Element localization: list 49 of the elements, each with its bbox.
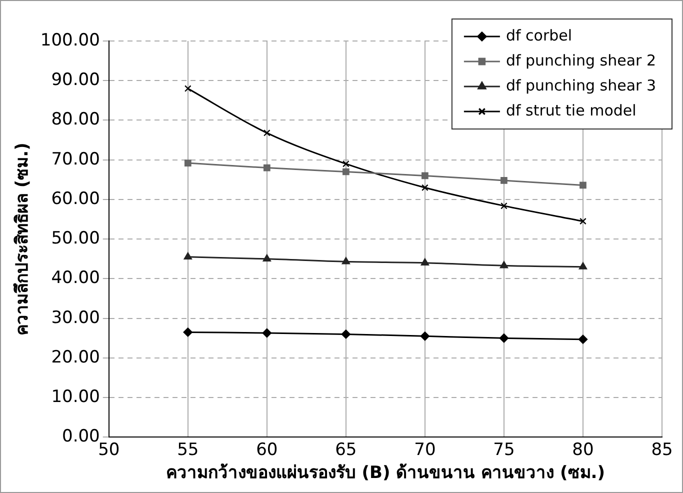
x-tick-label: 50	[98, 440, 120, 460]
point	[422, 184, 428, 192]
x-tick-label: 60	[256, 440, 278, 460]
y-axis-title: ความลึกประสิทธิผล (ซม.)	[12, 142, 33, 336]
y-tick-label: 10.00	[51, 387, 100, 407]
point	[578, 334, 588, 344]
point	[580, 182, 586, 189]
x-tick-label: 70	[414, 440, 436, 460]
point	[580, 218, 586, 225]
point	[184, 160, 192, 166]
x-axis-title: ความกว้างของแผ่นรองรับ (B) ด้านขนาน คานขวาง (ซม.)	[166, 463, 606, 484]
legend-label: df strut tie model	[506, 101, 636, 120]
point	[184, 85, 192, 92]
point	[341, 330, 351, 339]
point	[263, 129, 270, 136]
point	[578, 262, 588, 270]
point	[420, 258, 430, 266]
y-tick-label: 100.00	[40, 30, 100, 50]
y-tick-label: 80.00	[51, 110, 100, 130]
x-tick-label: 55	[177, 440, 199, 460]
y-tick-label: 90.00	[51, 70, 100, 90]
point	[420, 332, 430, 341]
y-tick-label: 70.00	[51, 149, 100, 170]
point	[342, 160, 350, 168]
point	[262, 254, 271, 262]
y-tick-label: 60.00	[51, 188, 100, 209]
y-tick-label: 40.00	[51, 268, 100, 288]
point	[422, 172, 428, 180]
x-tick-label: 75	[493, 440, 515, 460]
point	[500, 177, 508, 184]
y-tick-label: 50.00	[51, 228, 100, 249]
point	[500, 261, 508, 268]
point	[342, 257, 350, 264]
point	[500, 202, 508, 210]
x-tick-label: 65	[335, 440, 357, 460]
y-tick-label: 0.00	[62, 426, 100, 447]
legend-label: df punching shear 2	[506, 51, 656, 70]
y-tick-label: 20.00	[51, 347, 100, 368]
legend-label: df corbel	[506, 26, 572, 44]
point	[184, 252, 192, 260]
point	[499, 334, 509, 343]
y-tick-label: 30.00	[51, 308, 100, 328]
legend-label: df punching shear 3	[506, 76, 656, 94]
point	[263, 164, 270, 172]
point	[342, 168, 350, 176]
point	[183, 328, 192, 337]
x-tick-label: 80	[572, 440, 594, 460]
point	[262, 328, 272, 338]
x-tick-label: 85	[651, 440, 673, 460]
